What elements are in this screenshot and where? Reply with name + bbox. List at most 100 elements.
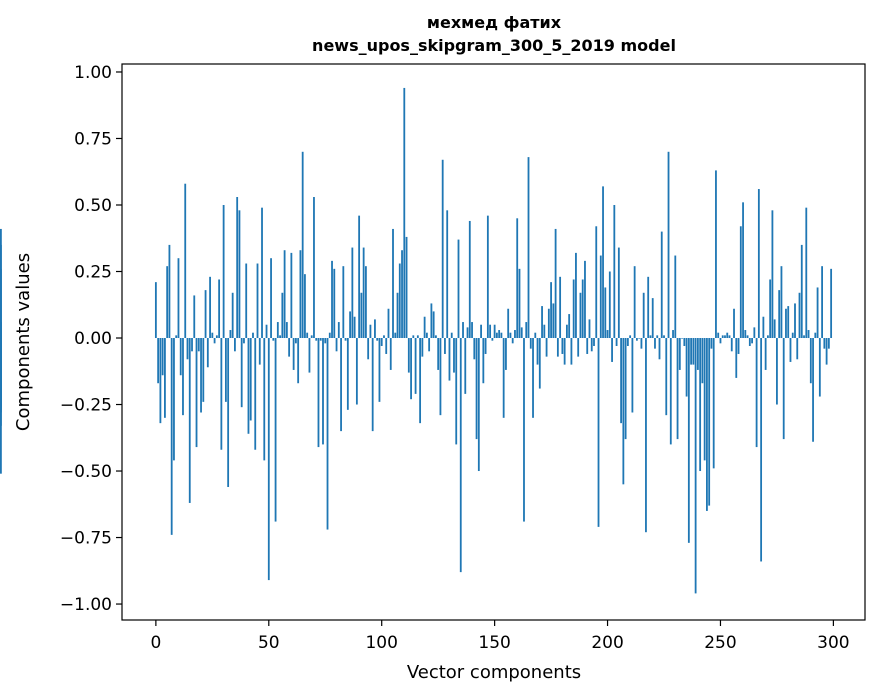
bar xyxy=(326,338,329,530)
bar xyxy=(642,292,645,338)
y-tick-label: −0.25 xyxy=(60,396,112,416)
bar xyxy=(710,338,713,349)
bar xyxy=(584,260,586,339)
bar xyxy=(378,338,381,402)
bar xyxy=(681,338,683,339)
bar xyxy=(412,335,415,339)
bar xyxy=(581,279,584,339)
bar xyxy=(805,207,808,339)
bar xyxy=(227,338,230,487)
bar xyxy=(182,338,184,416)
bar xyxy=(301,151,304,339)
bar xyxy=(439,338,442,416)
bar xyxy=(362,247,365,339)
bar xyxy=(516,218,519,339)
bar xyxy=(672,330,674,339)
y-tick-label: 0.00 xyxy=(74,329,112,349)
bar xyxy=(322,338,324,445)
bar xyxy=(703,338,706,461)
bar xyxy=(778,290,781,339)
bar xyxy=(683,338,686,346)
bar xyxy=(464,338,467,394)
bar xyxy=(252,332,254,339)
bar xyxy=(468,220,471,339)
bar xyxy=(270,258,272,339)
bar xyxy=(177,258,180,339)
y-tick-label: −0.50 xyxy=(60,462,112,482)
bar xyxy=(267,338,270,581)
chart-title: мехмед фатих xyxy=(427,13,562,32)
bar xyxy=(773,319,776,339)
bar xyxy=(489,324,492,339)
bar xyxy=(184,183,187,339)
bar xyxy=(626,338,629,346)
bar xyxy=(742,202,744,338)
bar xyxy=(211,332,214,339)
bar xyxy=(234,338,236,352)
bar xyxy=(597,338,600,527)
x-tick-label: 50 xyxy=(258,633,280,653)
bar xyxy=(335,338,338,352)
bar xyxy=(240,338,243,408)
bar xyxy=(543,324,546,339)
bar xyxy=(579,292,582,338)
bar xyxy=(570,338,573,365)
bar xyxy=(823,338,826,349)
bar xyxy=(353,316,356,339)
bar xyxy=(455,338,458,445)
bar xyxy=(380,338,383,346)
bar xyxy=(206,338,209,368)
bar xyxy=(473,338,476,360)
bar xyxy=(376,338,379,341)
bar xyxy=(396,292,399,338)
bar xyxy=(692,338,695,365)
bar xyxy=(721,335,724,339)
bar xyxy=(430,303,433,339)
bar xyxy=(757,189,760,339)
bar xyxy=(186,338,189,360)
bar xyxy=(588,319,591,339)
bar xyxy=(541,306,543,339)
x-tick-label: 250 xyxy=(704,633,736,653)
bar xyxy=(816,287,819,339)
bar xyxy=(764,338,767,370)
bar xyxy=(602,186,604,339)
bar xyxy=(800,244,803,339)
bar xyxy=(640,338,643,349)
bar xyxy=(572,279,575,339)
bar xyxy=(344,338,347,341)
bar xyxy=(787,306,790,339)
bar xyxy=(324,338,327,344)
bar xyxy=(265,324,268,339)
bar xyxy=(766,335,769,339)
bar xyxy=(213,338,216,344)
bar xyxy=(288,338,291,357)
y-tick-label: 0.75 xyxy=(74,129,112,149)
bar xyxy=(247,338,250,434)
bar xyxy=(812,338,814,442)
bar xyxy=(283,250,286,339)
bar xyxy=(827,338,830,349)
bar xyxy=(236,197,239,339)
bar xyxy=(164,338,166,418)
x-axis-label: Vector components xyxy=(407,662,581,683)
bar xyxy=(157,338,160,384)
bar xyxy=(699,338,702,472)
bar xyxy=(500,332,503,339)
bar xyxy=(446,210,449,339)
bar xyxy=(737,338,740,354)
bar xyxy=(340,338,342,432)
bar xyxy=(342,266,345,339)
bars-group xyxy=(0,87,833,594)
bar xyxy=(385,338,388,354)
bar xyxy=(493,324,496,339)
bar xyxy=(771,210,774,339)
bar xyxy=(830,268,833,339)
bar xyxy=(392,228,394,339)
bar xyxy=(620,338,622,424)
x-axis-ticks: 0 50 100 150 200 250 300 xyxy=(150,620,850,653)
bar xyxy=(333,268,336,339)
bar xyxy=(538,338,541,389)
bar xyxy=(387,308,390,339)
bar xyxy=(437,338,440,370)
